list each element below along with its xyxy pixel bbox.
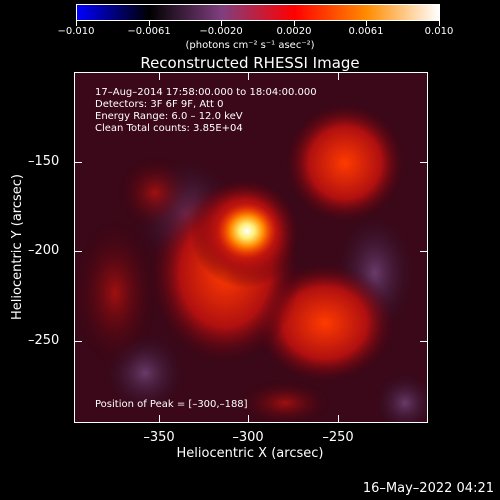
peak-source (217, 203, 277, 259)
y-tick (74, 251, 82, 252)
colorbar-units: (photons cm⁻² s⁻¹ asec⁻²) (185, 40, 315, 51)
y-tick (420, 341, 428, 342)
emission-region (285, 103, 405, 223)
y-tick-label: –250 (28, 333, 60, 348)
x-axis-title: Heliocentric X (arcsec) (176, 446, 324, 461)
x-tick-label: –250 (322, 430, 354, 445)
colorbar-tick (149, 21, 150, 26)
colorbar-tick-label: 0.010 (424, 26, 454, 37)
colorbar-tick (439, 21, 440, 26)
datestamp: 16–May–2022 04:21 (362, 481, 494, 496)
colorbar-tick (221, 21, 222, 26)
info-line-counts: Clean Total counts: 3.85E+04 (95, 123, 243, 134)
negative-region (375, 373, 427, 422)
image-title: Reconstructed RHESSI Image (140, 54, 360, 72)
y-tick-label: –200 (28, 243, 60, 258)
x-tick (248, 72, 249, 80)
y-tick (420, 251, 428, 252)
info-line-detectors: Detectors: 3F 6F 9F, Att 0 (95, 99, 224, 110)
rhessi-heatmap (75, 73, 427, 422)
x-tick (248, 415, 249, 423)
x-tick (338, 72, 339, 80)
emission-region (235, 378, 335, 422)
y-tick (74, 162, 82, 163)
y-tick-label: –150 (28, 154, 60, 169)
x-tick (338, 415, 339, 423)
y-tick (420, 162, 428, 163)
emission-region (75, 213, 160, 373)
x-tick-label: –350 (143, 430, 175, 445)
y-tick (74, 341, 82, 342)
colorbar (76, 4, 440, 21)
colorbar-tick (294, 21, 295, 26)
colorbar-tick-label: −0.010 (57, 26, 95, 37)
colorbar-tick-label: −0.0020 (199, 26, 243, 37)
colorbar-tick (76, 21, 77, 26)
peak-position-label: Position of Peak = [–300,–188] (95, 399, 248, 410)
colorbar-tick (366, 21, 367, 26)
info-line-time: 17–Aug–2014 17:58:00.000 to 18:04:00.000 (95, 87, 317, 98)
rhessi-image-plot: 17–Aug–2014 17:58:00.000 to 18:04:00.000… (74, 72, 428, 423)
colorbar-tick-label: 0.0020 (276, 26, 312, 37)
colorbar-tick-label: 0.0061 (348, 26, 384, 37)
x-tick (159, 72, 160, 80)
x-tick (159, 415, 160, 423)
y-axis-title: Heliocentric Y (arcsec) (10, 174, 25, 320)
x-tick-label: –300 (232, 430, 264, 445)
info-line-energy: Energy Range: 6.0 – 12.0 keV (95, 111, 243, 122)
colorbar-tick-label: −0.0061 (127, 26, 171, 37)
